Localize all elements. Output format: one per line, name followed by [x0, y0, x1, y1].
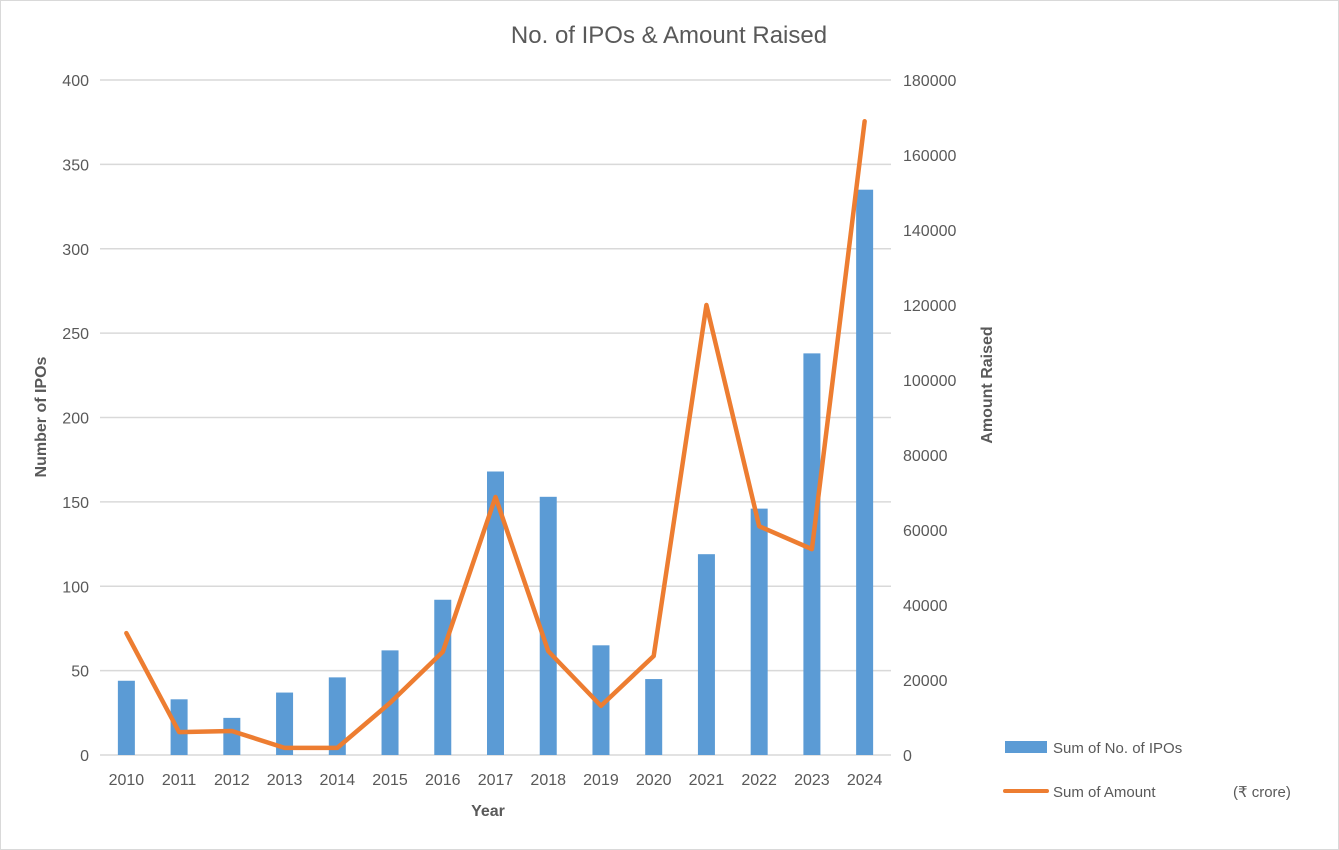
x-tick-label: 2023	[794, 772, 830, 789]
y2-tick-label: 80000	[903, 448, 948, 465]
chart-title: No. of IPOs & Amount Raised	[511, 22, 827, 49]
y-tick-label: 350	[62, 157, 89, 174]
y-tick-label: 400	[62, 73, 89, 90]
bar-2023	[803, 353, 821, 755]
y2-tick-label: 40000	[903, 598, 948, 615]
x-tick-label: 2017	[478, 772, 514, 789]
bar-2013	[276, 692, 294, 755]
y2-tick-label: 160000	[903, 148, 956, 165]
bar-2011	[170, 699, 188, 755]
x-tick-label: 2014	[320, 772, 356, 789]
y-tick-label: 50	[71, 664, 89, 681]
x-tick-label: 2012	[214, 772, 250, 789]
x-axis-ticks: 2010 2011 2012 2013 2014 2015 2016 2017 2018 2019…	[109, 772, 883, 789]
bar-2017	[487, 471, 504, 755]
x-tick-label: 2021	[689, 772, 725, 789]
bar-2014	[328, 677, 346, 755]
bar-2010	[117, 680, 135, 755]
y2-tick-label: 100000	[903, 373, 956, 390]
x-tick-label: 2019	[583, 772, 619, 789]
y2-tick-label: 140000	[903, 223, 956, 240]
x-tick-label: 2010	[109, 772, 145, 789]
x-tick-label: 2016	[425, 772, 461, 789]
unit-note: (₹ crore)	[1233, 784, 1291, 801]
legend-label-line: Sum of Amount	[1053, 784, 1156, 801]
y-tick-label: 200	[62, 411, 89, 428]
left-axis-ticks: 0 50 100 150 200 250 300 350 400	[62, 73, 89, 765]
bar-2012	[223, 717, 241, 755]
line-series	[124, 119, 867, 751]
x-tick-label: 2013	[267, 772, 303, 789]
y-tick-label: 250	[62, 326, 89, 343]
bar-2024	[856, 189, 874, 755]
x-tick-label: 2018	[530, 772, 566, 789]
y2-tick-label: 180000	[903, 73, 956, 90]
right-axis-ticks: 0 20000 40000 60000 80000 100000 120000 140000 1…	[903, 73, 956, 765]
y-tick-label: 150	[62, 495, 89, 512]
y2-tick-label: 20000	[903, 673, 948, 690]
bar-2018	[539, 496, 557, 755]
x-axis-label: Year	[471, 803, 505, 820]
y-axis-label: Number of IPOs	[33, 356, 50, 477]
x-tick-label: 2024	[847, 772, 883, 789]
bar-2016	[434, 599, 452, 755]
bar-series	[117, 189, 874, 755]
legend-label-bar: Sum of No. of IPOs	[1053, 740, 1182, 757]
bar-2021	[697, 554, 715, 755]
bar-2020	[645, 679, 663, 755]
y-tick-label: 0	[80, 748, 89, 765]
x-tick-label: 2011	[162, 772, 197, 789]
y2-tick-label: 60000	[903, 523, 948, 540]
x-tick-label: 2022	[741, 772, 777, 789]
y2-tick-label: 0	[903, 748, 912, 765]
legend-swatch-bar	[1005, 741, 1047, 753]
y2-axis-label: Amount Raised	[979, 326, 996, 443]
y-tick-label: 100	[62, 579, 89, 596]
x-tick-label: 2015	[372, 772, 408, 789]
legend: Sum of No. of IPOs Sum of Amount (₹ cror…	[1003, 740, 1291, 801]
y-tick-label: 300	[62, 242, 89, 259]
bar-2019	[592, 645, 610, 755]
bar-2022	[750, 508, 768, 755]
y2-tick-label: 120000	[903, 298, 956, 315]
x-tick-label: 2020	[636, 772, 672, 789]
